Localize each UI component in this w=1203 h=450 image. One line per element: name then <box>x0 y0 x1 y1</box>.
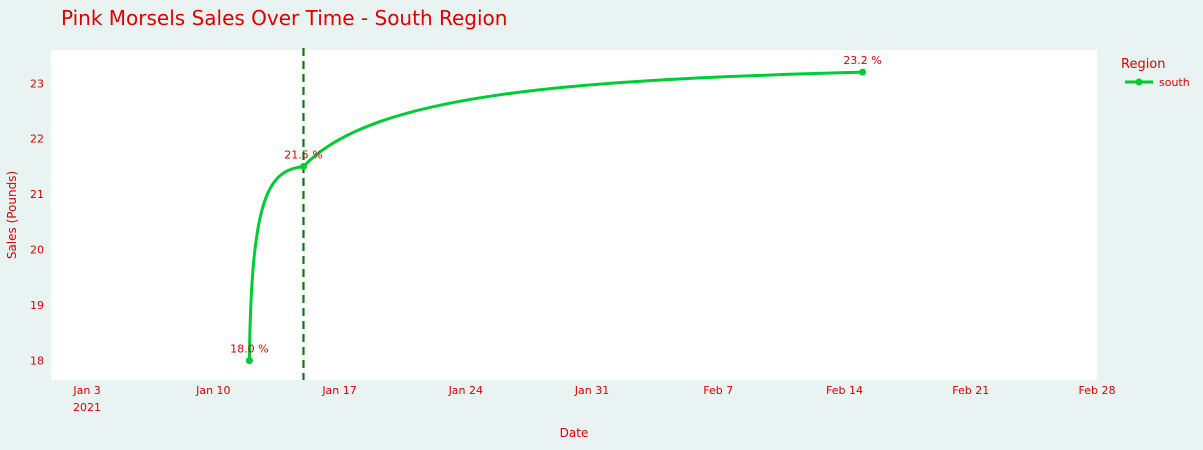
chart-title: Pink Morsels Sales Over Time - South Reg… <box>61 6 507 30</box>
y-tick-label: 21 <box>30 188 44 201</box>
x-tick-label: Feb 28 <box>1079 384 1116 397</box>
series-layer: 18.0 % 21.5 % 23.2 % <box>230 54 882 365</box>
legend-item-south[interactable]: south <box>1125 76 1190 89</box>
data-label: 18.0 % <box>230 343 268 356</box>
y-tick-label: 23 <box>30 77 44 90</box>
x-tick-label: Jan 10 <box>195 384 230 397</box>
series-line-south <box>247 70 863 361</box>
x-tick-label: Jan 3 <box>72 384 100 397</box>
legend-title: Region <box>1121 57 1166 72</box>
legend[interactable]: Region south <box>1121 57 1190 89</box>
y-axis: 18 19 20 21 22 23 <box>30 77 44 367</box>
x-tick-label: Feb 7 <box>703 384 733 397</box>
data-point[interactable] <box>299 162 307 170</box>
plot-area <box>51 50 1097 380</box>
x-tick-label: Jan 17 <box>321 384 356 397</box>
x-axis: Jan 3 Jan 10 Jan 17 Jan 24 Jan 31 Feb 7 Feb 14… <box>72 384 1115 397</box>
data-label: 23.2 % <box>843 54 881 67</box>
y-tick-label: 20 <box>30 244 44 257</box>
y-tick-label: 18 <box>30 355 44 368</box>
x-tick-label: Feb 21 <box>952 384 989 397</box>
y-axis-title: Sales (Pounds) <box>5 171 19 259</box>
x-axis-title: Date <box>560 426 589 440</box>
x-axis-year-label: 2021 <box>73 401 101 414</box>
y-tick-label: 19 <box>30 299 44 312</box>
x-tick-label: Feb 14 <box>826 384 863 397</box>
y-tick-label: 22 <box>30 133 44 146</box>
data-point[interactable] <box>245 357 253 365</box>
x-tick-label: Jan 24 <box>448 384 483 397</box>
legend-item-label: south <box>1159 76 1190 89</box>
data-label: 21.5 % <box>284 148 322 161</box>
data-point[interactable] <box>859 68 867 76</box>
x-tick-label: Jan 31 <box>574 384 609 397</box>
legend-marker-swatch <box>1135 78 1143 86</box>
